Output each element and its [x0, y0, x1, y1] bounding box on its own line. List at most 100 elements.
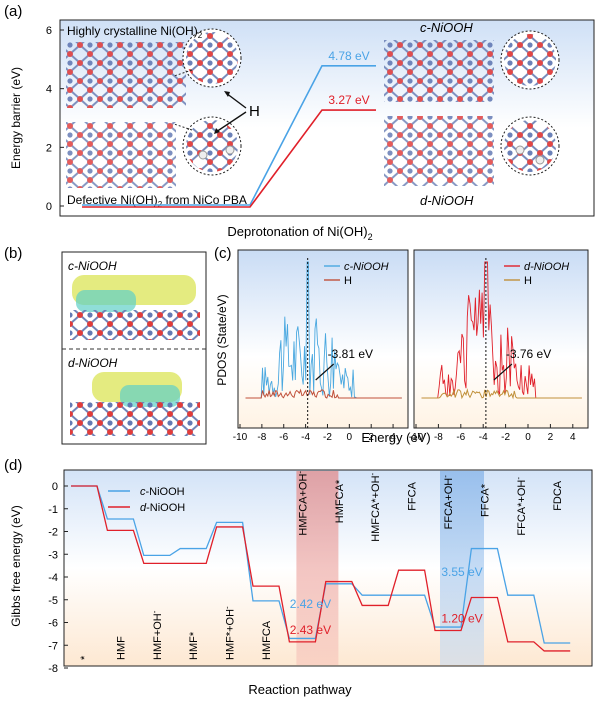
c-xtick-label: -2 [501, 432, 510, 443]
pdos-left: -10 -8 -6 -4 -2 0 2 4 -3.81 eV c-NiOOH H [233, 258, 402, 443]
d-category-label: HMFCA+OH- [295, 471, 309, 536]
panel-b-bottom-label: d-NiOOH [68, 356, 118, 370]
c-xtick-label: 0 [347, 432, 353, 443]
d-category-label: HMFCA*+OH- [368, 472, 382, 541]
d-category-label: HMFCA* [334, 479, 346, 523]
d-band-label: -3.76 eV [506, 347, 551, 361]
d-band-label: -3.81 eV [328, 347, 373, 361]
d-category-label: FFCA+OH- [441, 475, 455, 530]
a-value-label-d-NiOOH: 3.27 eV [328, 93, 369, 107]
a-line-d-NiOOH [82, 109, 376, 208]
zoom-detail-bottom-left [186, 120, 238, 172]
d-category-label: FFCA* [479, 483, 491, 517]
energy-barrier-annotation: 2.43 eV [290, 623, 331, 637]
panel-c-ylabel: PDOS (State/eV) [215, 294, 229, 385]
pdos-h-curve [421, 388, 582, 400]
panel-a-label: (a) [4, 3, 22, 20]
d-category-label: HMF* [188, 631, 200, 660]
c-xtick-label: -4 [301, 432, 310, 443]
panel-d-ylabel: Gibbs free energy (eV) [9, 505, 23, 626]
c-xtick-label: -6 [456, 432, 465, 443]
zoom-detail-top-right [504, 34, 556, 86]
d-category-label: FDCA [552, 480, 564, 511]
panel-a-ylabel: Energy barrier (eV) [9, 67, 23, 169]
legend-label: d-NiOOH [524, 261, 569, 273]
c-xtick-label: 0 [525, 432, 531, 443]
panel-a-lines: 4.78 eV 3.27 eV [82, 49, 376, 208]
c-xtick-label: 4 [390, 432, 396, 443]
a-ytick-label: 0 [46, 201, 52, 213]
a-ytick-label: 6 [46, 25, 52, 37]
crystal-image-top-left [66, 42, 186, 108]
energy-barrier-annotation: 1.20 eV [441, 612, 482, 626]
crystal-image-bottom-left [66, 122, 176, 188]
c-xtick-label: -2 [323, 432, 332, 443]
pdos-left-frame [237, 249, 409, 429]
panel-c-label: (c) [214, 245, 232, 262]
a-value-label-c-NiOOH: 4.78 eV [328, 49, 369, 63]
c-xtick-label: 4 [570, 432, 576, 443]
d-ytick-label: -7 [48, 640, 58, 652]
energy-barrier-annotation: 3.55 eV [441, 565, 482, 579]
c-xtick-label: 2 [368, 432, 374, 443]
d-band-arrow [493, 363, 513, 381]
d-category-label: HMFCA [261, 620, 273, 660]
label-c-niooh-a: c-NiOOH [420, 20, 473, 35]
panel-d-label: (d) [4, 457, 22, 474]
crystal-image-top-right [384, 40, 494, 102]
c-xtick-label: 2 [548, 432, 554, 443]
d-ytick-label: -4 [48, 572, 58, 584]
highlight-band-blue [440, 471, 484, 665]
c-xtick-label: -10 [409, 432, 424, 443]
d-ytick-label: -3 [48, 549, 58, 561]
slab-bottom [70, 402, 200, 436]
a-line-c-NiOOH [82, 64, 376, 206]
d-legend-label: d-NiOOH [140, 502, 185, 514]
charge-density-bottom-cyan [120, 385, 180, 407]
c-xtick-label: -8 [434, 432, 443, 443]
d-ytick-label: -6 [48, 618, 58, 630]
d-ytick-label: -2 [48, 527, 58, 539]
d-category-label: FFCA [407, 481, 419, 510]
pdos-h-curve [245, 388, 402, 399]
a-ytick-label: 2 [46, 142, 52, 154]
d-ytick-label: -5 [48, 595, 58, 607]
panel-a: (a) Energy barrier (eV) 0 2 4 6 Deprotonati… [4, 3, 595, 242]
d-legend-label: c-NiOOH [140, 486, 185, 498]
legend-label: c-NiOOH [344, 261, 389, 273]
crystal-image-bottom-right [384, 116, 494, 186]
panel-b-top-label: c-NiOOH [68, 259, 117, 273]
a-ytick-label: 4 [46, 84, 52, 96]
c-xtick-label: -4 [479, 432, 488, 443]
legend-label: H [344, 275, 352, 287]
d-ytick-label: -8 [48, 663, 58, 675]
slab-top [70, 310, 200, 340]
panel-a-yticks: 0 2 4 6 [46, 25, 64, 213]
label-highly-crystalline: Highly crystalline Ni(OH)2 [67, 24, 203, 40]
legend-label: H [524, 275, 532, 287]
d-category-label: FFCA*+OH- [514, 477, 528, 536]
zoom-detail-top-left [186, 32, 238, 84]
d-category-label: HMF [115, 636, 127, 660]
d-category-label: * [79, 655, 91, 660]
pdos-ni-curve [421, 261, 582, 399]
label-d-niooh-a: d-NiOOH [420, 193, 474, 208]
c-xtick-label: -10 [233, 432, 248, 443]
panel-a-xlabel: Deprotonation of Ni(OH)2 [227, 224, 372, 242]
pdos-ni-curve [245, 261, 402, 399]
panel-b-label: (b) [4, 245, 22, 262]
c-xtick-label: -6 [279, 432, 288, 443]
pdos-right: -10 -8 -6 -4 -2 0 2 4 -3.76 eV d-NiOOH H [409, 258, 582, 443]
d-line-d-NiOOH [71, 485, 571, 652]
c-xtick-label: -8 [257, 432, 266, 443]
hydrogen-label: H [249, 103, 260, 120]
d-band-arrow [315, 363, 335, 381]
panel-b: (b) c-NiOOH d-NiOOH [4, 245, 207, 445]
energy-barrier-annotation: 2.42 eV [290, 597, 331, 611]
panel-c-xlabel: Energy (eV) [361, 430, 430, 445]
panel-d: (d) Gibbs free energy (eV) Reaction path… [4, 457, 593, 697]
panel-d-xlabel: Reaction pathway [248, 682, 352, 697]
d-category-label: HMF+OH- [150, 610, 164, 660]
zoom-detail-bottom-right [504, 120, 556, 172]
